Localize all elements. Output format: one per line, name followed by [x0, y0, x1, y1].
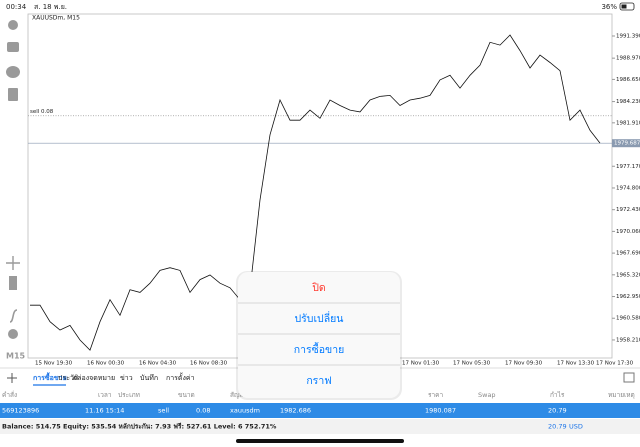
- chart-title: XAUUSDm, M15: [32, 15, 80, 22]
- y-tick-label: 1991.390: [616, 33, 640, 39]
- y-tick-label: 1984.230: [616, 99, 640, 105]
- status-time: 00:34: [6, 3, 27, 11]
- x-tick-label: 17 Nov 13:30: [557, 361, 595, 367]
- document-icon[interactable]: [8, 88, 18, 101]
- trade-table: คำสั่งเวลาประเภทขนาดสัญลักษณ์ราคาSwapกำไ…: [0, 390, 640, 434]
- order-line-label: sell 0.08: [30, 109, 54, 115]
- home-indicator: [236, 439, 404, 443]
- y-tick-label: 1965.320: [616, 272, 640, 278]
- column-header: Swap: [478, 391, 496, 399]
- column-header: หมายเหตุ: [608, 391, 635, 399]
- y-tick-label: 1967.690: [616, 251, 640, 257]
- y-tick-label: 1986.650: [616, 77, 640, 83]
- y-tick-label: 1974.800: [616, 185, 640, 191]
- cell: 1980.087: [425, 407, 456, 415]
- sheet-item[interactable]: กราฟ: [306, 375, 331, 387]
- y-tick-label: 1958.210: [616, 337, 640, 343]
- x-tick-label: 17 Nov 05:30: [453, 361, 491, 367]
- column-header: เวลา: [98, 391, 112, 399]
- y-tick-label: 1981.910: [616, 120, 640, 126]
- timeframe[interactable]: M15: [6, 352, 26, 361]
- footer-bg: [0, 419, 640, 434]
- footer-profit: 20.79: [548, 423, 567, 431]
- cell: 569123896: [2, 407, 39, 415]
- column-header: ราคา: [428, 391, 443, 399]
- x-tick-label: 16 Nov 00:30: [87, 361, 125, 367]
- x-tick-label: 17 Nov 09:30: [505, 361, 543, 367]
- trade-icon[interactable]: [7, 42, 19, 52]
- tab[interactable]: บันทึก: [140, 373, 158, 382]
- y-tick-label: 1962.950: [616, 294, 640, 300]
- y-tick-label: 1960.580: [616, 316, 640, 322]
- battery-icon: [619, 2, 635, 11]
- y-tick-label: 1970.060: [616, 229, 640, 235]
- candle-icon[interactable]: [9, 276, 17, 290]
- tab[interactable]: กล่องจดหมาย: [73, 374, 115, 382]
- cell: 1982.686: [280, 407, 311, 415]
- column-header: ขนาด: [178, 391, 195, 399]
- tab[interactable]: ข่าว: [120, 374, 133, 382]
- x-tick-label: 15 Nov 19:30: [35, 361, 73, 367]
- account-summary: Balance: 514.75 Equity: 535.54 หลักประกั…: [2, 423, 277, 431]
- crosshair-icon[interactable]: [6, 256, 20, 270]
- price-series: [30, 34, 601, 351]
- add-button[interactable]: [7, 373, 17, 383]
- footer-currency: USD: [569, 423, 583, 431]
- cell: 11.16 15:14: [85, 407, 124, 415]
- tab[interactable]: ประวัติ: [58, 374, 79, 382]
- status-date: ส. 18 พ.ย.: [34, 3, 67, 11]
- left-toolbar: [6, 20, 20, 339]
- cell: sell: [158, 407, 169, 415]
- battery-level: [621, 4, 627, 9]
- cell: 20.79: [548, 407, 567, 415]
- sheet-item[interactable]: ปิด: [312, 282, 326, 294]
- cell: 0.08: [196, 407, 210, 415]
- objects-icon[interactable]: [8, 329, 18, 339]
- plot: 1991.390 1988.970 1986.650 1984.230 1981.910…: [28, 33, 640, 367]
- x-tick-label: 17 Nov 17:30: [596, 361, 634, 367]
- sheet-item[interactable]: การซื้อขาย: [294, 342, 345, 356]
- price-label: 1979.687: [614, 141, 640, 147]
- y-tick-label: 1977.170: [616, 164, 640, 170]
- status-battery: 36%: [601, 3, 617, 11]
- tab[interactable]: การตั้งค่า: [166, 371, 195, 382]
- x-tick-label: 16 Nov 08:30: [190, 361, 228, 367]
- column-header: กำไร: [550, 391, 565, 399]
- indicator-icon[interactable]: [9, 309, 18, 323]
- cell: xauusdm: [230, 407, 260, 415]
- y-tick-label: 1988.970: [616, 56, 640, 62]
- sheet-item[interactable]: ปรับเปลี่ยน: [295, 311, 344, 325]
- account-icon[interactable]: [8, 20, 18, 30]
- tab[interactable]: การซื้อขาย: [33, 371, 67, 382]
- layout-button[interactable]: [623, 372, 635, 383]
- chat-icon[interactable]: [6, 66, 20, 78]
- x-tick-label: 17 Nov 01:30: [402, 361, 440, 367]
- price-label-box: [612, 139, 640, 148]
- selected-row[interactable]: [0, 403, 640, 418]
- column-header: คำสั่ง: [2, 390, 17, 399]
- y-tick-label: 1972.430: [616, 207, 640, 213]
- x-tick-label: 16 Nov 04:30: [139, 361, 177, 367]
- column-header: ประเภท: [118, 391, 140, 399]
